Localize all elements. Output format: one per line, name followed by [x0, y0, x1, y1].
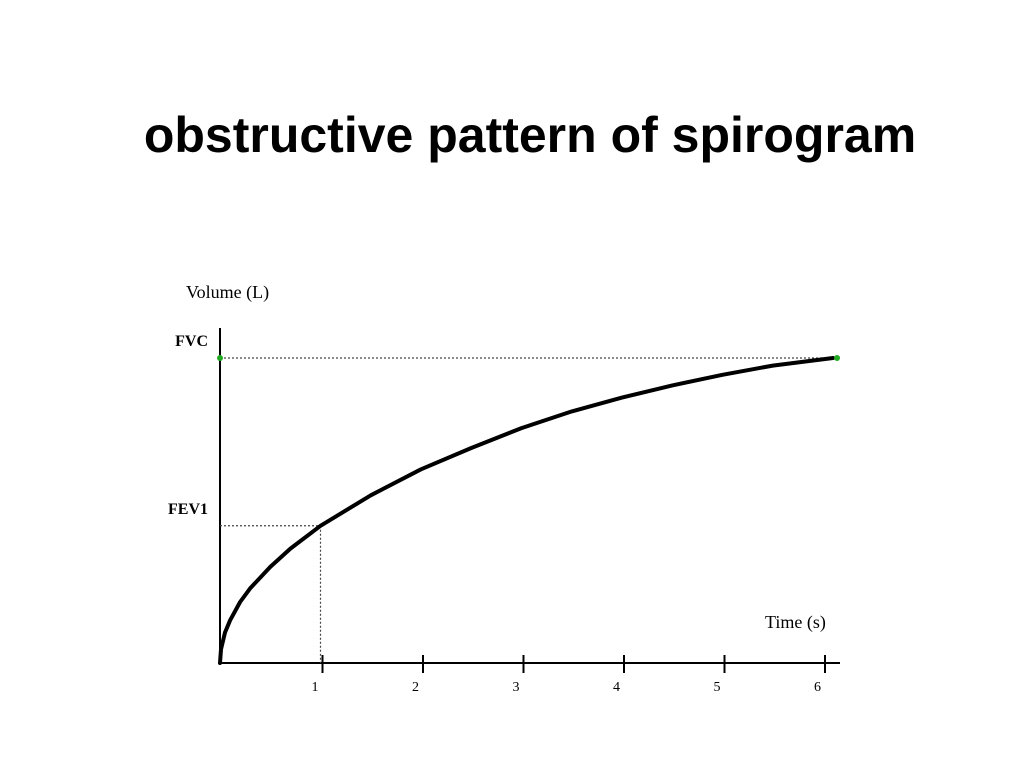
x-tick-label-2: 2: [412, 680, 419, 695]
x-axis-title: Time (s): [765, 612, 826, 633]
slide-title: obstructive pattern of spirogram: [143, 107, 917, 163]
x-tick-label-5: 5: [714, 680, 721, 695]
start-marker: [217, 355, 223, 361]
end-marker: [834, 355, 841, 361]
endpoint-markers: [217, 355, 841, 361]
volume-curve: [218, 356, 835, 665]
x-axis-ticks: 1 2 3 4 5 6: [312, 655, 826, 695]
x-tick-label-4: 4: [613, 680, 620, 695]
reference-lines: FEV1 FVC: [168, 333, 834, 663]
y-axis-title: Volume (L): [186, 282, 269, 303]
level-label-fev1: FEV1: [168, 501, 208, 518]
x-tick-label-3: 3: [513, 680, 520, 695]
level-label-fvc: FVC: [175, 333, 208, 350]
x-tick-label-1: 1: [312, 680, 319, 695]
x-tick-label-6: 6: [814, 680, 821, 695]
